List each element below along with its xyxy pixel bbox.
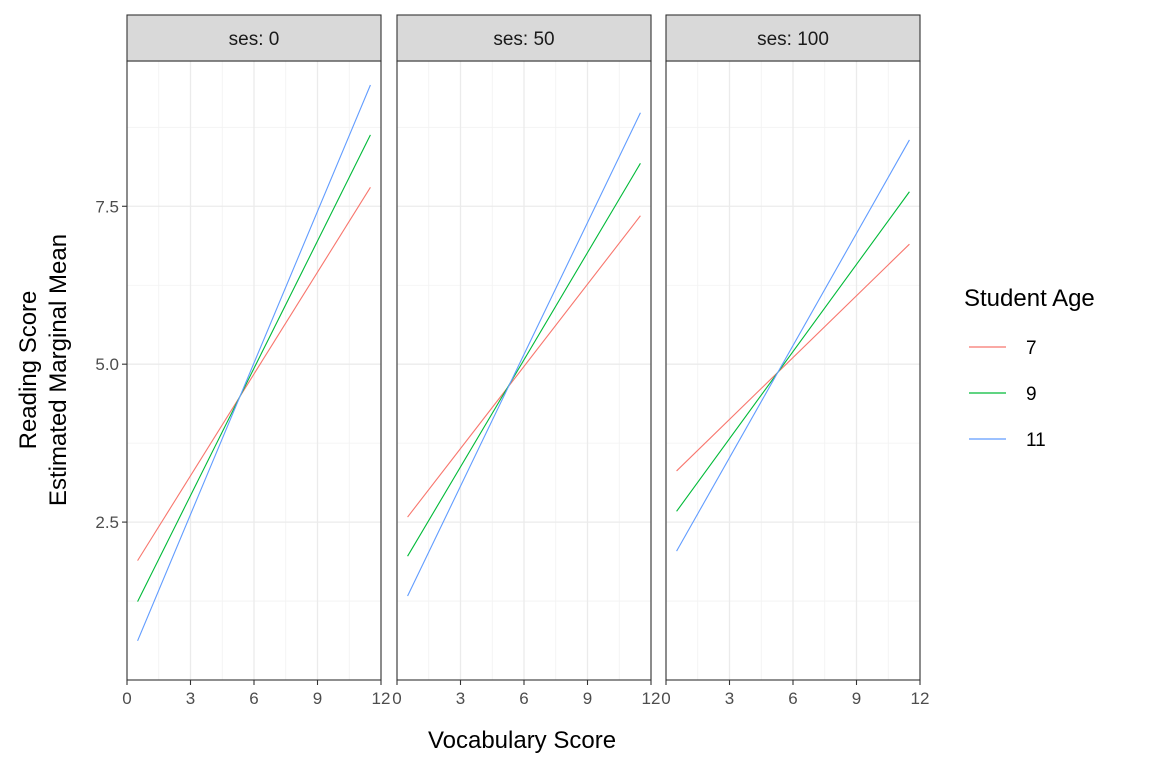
legend-title: Student Age xyxy=(964,285,1095,312)
series-line-age-11 xyxy=(137,84,371,642)
x-tick-label: 3 xyxy=(456,689,465,708)
legend-label: 11 xyxy=(1026,430,1046,451)
facet-strip xyxy=(126,14,382,62)
y-tick-label: 7.5 xyxy=(95,197,119,216)
facet-strip xyxy=(396,14,652,62)
series-line-age-9 xyxy=(137,134,371,602)
legend-item-age-11: 11 xyxy=(969,430,1046,451)
legend-label: 9 xyxy=(1026,384,1037,405)
x-tick-label: 6 xyxy=(788,689,797,708)
y-tick-label: 2.5 xyxy=(95,513,119,532)
series-line-age-11 xyxy=(676,139,910,552)
x-tick-label: 3 xyxy=(186,689,195,708)
facet-strip-label: ses: 0 xyxy=(229,29,280,50)
facet-panel: ses: 100 0 3 6 9 12 xyxy=(661,14,930,708)
legend-label: 7 xyxy=(1026,338,1037,359)
series-line-age-11 xyxy=(407,112,641,597)
facet-panel: ses: 50 0 3 6 9 12 xyxy=(392,14,661,708)
facet-strip-label: ses: 100 xyxy=(757,29,829,50)
series-line-age-7 xyxy=(137,187,371,561)
legend: Student Age 7 9 11 xyxy=(964,285,1095,451)
y-axis-title-line-1: Reading Score xyxy=(15,291,42,450)
series-line-age-9 xyxy=(407,163,641,557)
x-tick-label: 6 xyxy=(519,689,528,708)
y-tick-label: 5.0 xyxy=(95,355,119,374)
x-tick-label: 0 xyxy=(122,689,131,708)
facet-strip-label: ses: 50 xyxy=(493,29,554,50)
series-line-age-7 xyxy=(407,215,641,518)
facet-strip xyxy=(665,14,921,62)
y-axis-title-line-2: Estimated Marginal Mean xyxy=(45,234,72,506)
legend-item-age-9: 9 xyxy=(969,384,1037,405)
x-tick-label: 12 xyxy=(642,689,661,708)
legend-item-age-7: 7 xyxy=(969,338,1037,359)
facet-panel: ses: 0 0 3 6 9 12 xyxy=(122,14,391,708)
x-tick-label: 3 xyxy=(725,689,734,708)
x-tick-label: 12 xyxy=(372,689,391,708)
series-line-age-7 xyxy=(676,243,910,472)
x-tick-label: 12 xyxy=(911,689,930,708)
x-tick-label: 9 xyxy=(313,689,322,708)
x-axis-title: Vocabulary Score xyxy=(428,727,616,754)
x-tick-label: 6 xyxy=(249,689,258,708)
y-axis: 2.5 5.0 7.5 xyxy=(95,197,127,532)
axis-titles: Vocabulary Score Reading Score Estimated… xyxy=(15,234,616,754)
facet-panels: ses: 0 0 3 6 9 12 ses: 50 0 3 6 9 12 ses: 100 0 3 6 9 12 2… xyxy=(95,14,930,708)
x-tick-label: 0 xyxy=(661,689,670,708)
x-tick-label: 9 xyxy=(583,689,592,708)
x-tick-label: 9 xyxy=(852,689,861,708)
series-line-age-9 xyxy=(676,191,910,512)
x-tick-label: 0 xyxy=(392,689,401,708)
